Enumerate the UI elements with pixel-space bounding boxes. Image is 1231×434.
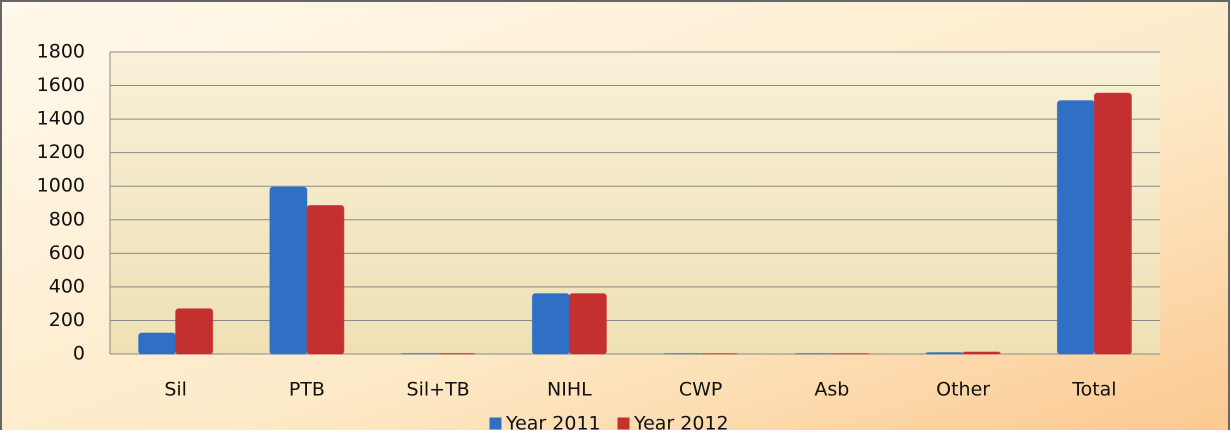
bar xyxy=(270,187,307,354)
y-tick-label: 200 xyxy=(49,309,85,331)
bar xyxy=(139,333,176,354)
bar xyxy=(569,294,606,354)
y-tick-label: 1400 xyxy=(37,108,85,130)
y-tick-label: 600 xyxy=(49,242,85,264)
bar xyxy=(438,353,475,354)
legend-swatch xyxy=(618,418,629,429)
y-tick-label: 400 xyxy=(49,275,85,297)
bar xyxy=(963,352,1000,354)
y-tick-label: 1200 xyxy=(37,141,85,163)
bar xyxy=(176,309,213,354)
x-tick-label: Other xyxy=(936,379,990,401)
legend-swatch xyxy=(490,418,501,429)
legend-label: Year 2011 xyxy=(505,413,601,431)
legend-label: Year 2012 xyxy=(633,413,729,431)
x-tick-label: PTB xyxy=(289,379,325,401)
x-tick-label: CWP xyxy=(679,379,723,401)
y-tick-label: 1000 xyxy=(37,175,85,197)
bar xyxy=(1057,101,1094,354)
plot-area xyxy=(110,52,1160,354)
y-tick-label: 800 xyxy=(49,208,85,230)
y-tick-label: 1600 xyxy=(37,74,85,96)
bar xyxy=(926,353,963,354)
x-tick-label: Sil xyxy=(164,379,187,401)
x-tick-label: Asb xyxy=(814,379,849,401)
x-tick-label: Sil+TB xyxy=(407,379,470,401)
x-tick-label: NIHL xyxy=(547,379,592,401)
y-tick-label: 0 xyxy=(73,343,85,365)
x-tick-label: Total xyxy=(1071,379,1116,401)
bar xyxy=(307,206,344,354)
bar xyxy=(532,294,569,354)
bar xyxy=(1094,93,1131,354)
y-tick-label: 1800 xyxy=(37,41,85,63)
